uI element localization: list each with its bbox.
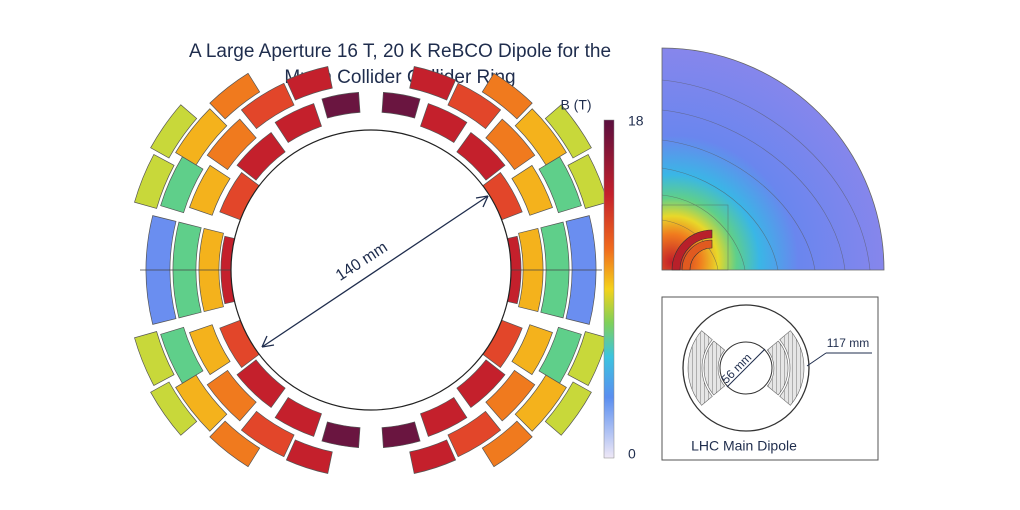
coil-block bbox=[485, 118, 536, 171]
inset-coils bbox=[687, 330, 805, 406]
coil-block bbox=[447, 410, 502, 458]
coil-block bbox=[189, 164, 231, 216]
coil-block bbox=[447, 82, 502, 130]
field-coil bbox=[671, 229, 713, 271]
coil-block bbox=[189, 324, 231, 376]
coil-block bbox=[420, 103, 468, 143]
coil-block bbox=[511, 164, 553, 216]
field-map bbox=[661, 47, 885, 271]
colorbar-tick: 0 bbox=[628, 446, 636, 462]
coil-block bbox=[240, 410, 295, 458]
coil-block bbox=[240, 82, 295, 130]
coil-block bbox=[175, 108, 228, 166]
coil-block bbox=[381, 421, 421, 448]
coil-block bbox=[485, 369, 536, 422]
coil-block bbox=[150, 104, 198, 159]
coil-block bbox=[285, 66, 333, 101]
coil-block bbox=[381, 92, 421, 119]
coil-block bbox=[544, 381, 592, 436]
coil-block bbox=[420, 397, 468, 437]
coil-block bbox=[456, 359, 506, 408]
coil-block bbox=[160, 156, 204, 214]
coil-block bbox=[514, 374, 567, 432]
inset-coil bbox=[779, 330, 805, 406]
colorbar-label: B (T) bbox=[560, 97, 591, 113]
coil-block bbox=[511, 324, 553, 376]
inset-outer-label: 117 mm bbox=[827, 336, 869, 350]
coil-block bbox=[409, 439, 457, 474]
title-line: Muon Collider Collider Ring bbox=[284, 67, 515, 88]
coil-block bbox=[481, 420, 533, 468]
coil-block bbox=[514, 108, 567, 166]
coil-blocks bbox=[134, 66, 608, 474]
coil-block bbox=[481, 72, 533, 120]
inset-coil bbox=[766, 340, 789, 396]
coil-block bbox=[175, 374, 228, 432]
coil-block bbox=[456, 132, 506, 181]
title-line: A Large Aperture 16 T, 20 K ReBCO Dipole… bbox=[189, 41, 611, 62]
coil-block bbox=[209, 72, 261, 120]
coil-block bbox=[321, 92, 361, 119]
dimension-arrow bbox=[261, 195, 489, 348]
coil-block bbox=[134, 331, 175, 386]
inset-leader bbox=[806, 352, 827, 367]
inset-caption: LHC Main Dipole bbox=[691, 438, 797, 454]
coil-block bbox=[409, 66, 457, 101]
aperture bbox=[230, 129, 512, 411]
coil-block bbox=[134, 154, 175, 209]
coil-block bbox=[206, 118, 257, 171]
colorbar-tick: 18 bbox=[628, 113, 644, 129]
field-contours bbox=[661, 79, 871, 271]
arrow-head bbox=[261, 195, 489, 348]
coil-block bbox=[150, 381, 198, 436]
coil-block bbox=[544, 104, 592, 159]
coil-block bbox=[206, 369, 257, 422]
coil-block bbox=[209, 420, 261, 468]
coil-block bbox=[236, 359, 286, 408]
coil-block bbox=[274, 103, 322, 143]
coil-block bbox=[538, 326, 582, 384]
inset-coil bbox=[703, 340, 726, 396]
inset-coil bbox=[687, 330, 713, 406]
coil-block bbox=[236, 132, 286, 181]
coil-block bbox=[321, 421, 361, 448]
coil-block bbox=[285, 439, 333, 474]
colorbar bbox=[603, 119, 615, 459]
inset-arrow bbox=[726, 348, 766, 388]
coil-block bbox=[274, 397, 322, 437]
